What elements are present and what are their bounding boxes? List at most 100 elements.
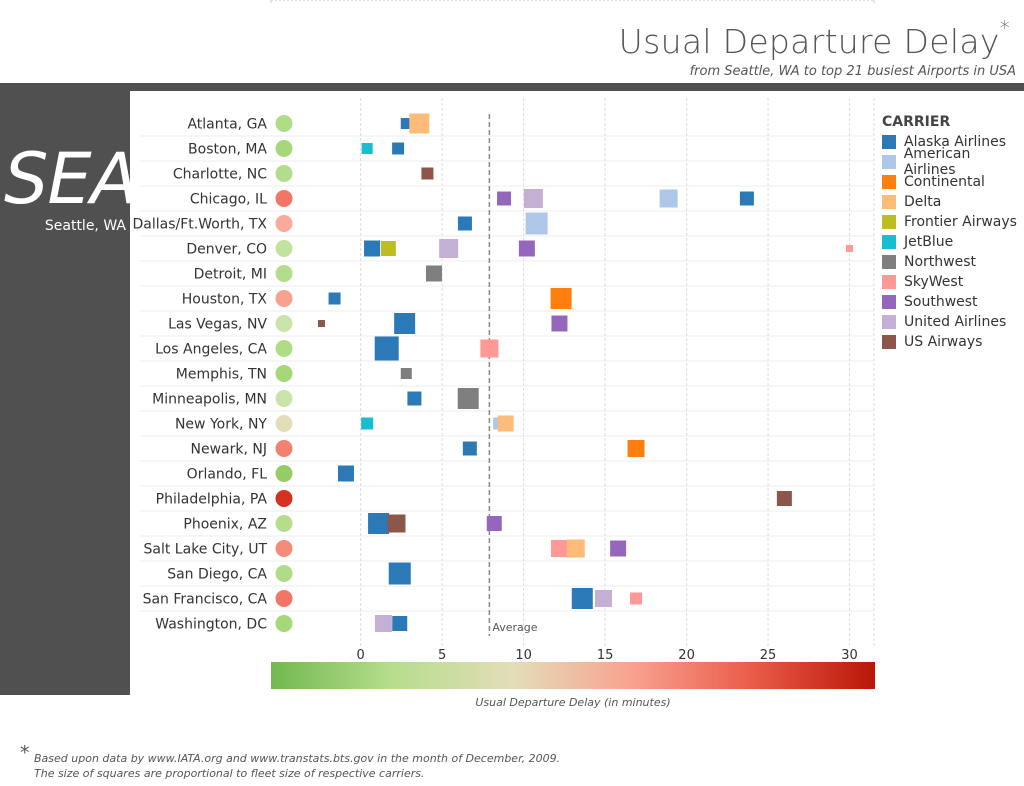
- carrier-square: [361, 417, 374, 430]
- carrier-square: [571, 588, 593, 609]
- airport-delay-indicator: [275, 140, 293, 157]
- airport-label: Houston, TX: [182, 292, 268, 308]
- carrier-square: [480, 339, 499, 358]
- airport-label: Philadelphia, PA: [156, 492, 268, 508]
- legend-item: SkyWest: [882, 272, 1024, 292]
- carrier-square: [497, 191, 512, 206]
- airport-label: Denver, CO: [186, 242, 267, 258]
- legend-item: Delta: [882, 192, 1024, 212]
- carrier-square: [407, 391, 422, 406]
- carrier-square: [328, 292, 341, 305]
- carrier-square: [486, 516, 502, 531]
- airport-delay-indicator: [275, 190, 293, 207]
- carrier-square: [457, 216, 472, 231]
- airport-delay-indicator: [275, 215, 293, 232]
- airport-label: Los Angeles, CA: [155, 342, 267, 358]
- legend-label: American Airlines: [903, 146, 971, 178]
- legend-label: Southwest: [904, 294, 978, 310]
- carrier-square: [550, 288, 572, 309]
- airport-delay-indicator: [275, 265, 293, 282]
- carrier-square: [462, 441, 477, 456]
- legend-swatch: [882, 335, 896, 349]
- legend-swatch: [882, 175, 896, 189]
- chart-subtitle: from Seattle, WA to top 21 busiest Airpo…: [689, 64, 1016, 79]
- carrier-square: [394, 313, 416, 334]
- origin-code: SEA: [4, 138, 139, 220]
- carrier-square: [525, 212, 548, 235]
- airport-label: Charlotte, NC: [173, 167, 267, 183]
- legend-swatch: [882, 235, 896, 249]
- airport-delay-indicator: [275, 315, 293, 332]
- legend-swatch: [882, 315, 896, 329]
- legend-items: Alaska Airlines American Airlines Continen…: [882, 132, 1024, 352]
- airport-delay-indicator: [275, 540, 293, 557]
- legend-label: Frontier Airways: [904, 214, 1017, 230]
- carrier-square: [337, 465, 354, 482]
- carrier-square: [627, 440, 645, 457]
- title-text: Usual Departure Delay: [618, 22, 1000, 61]
- legend-item: JetBlue: [882, 232, 1024, 252]
- legend-swatch: [882, 155, 896, 169]
- x-tick-label: 10: [515, 648, 532, 663]
- carrier-square: [392, 142, 405, 155]
- carrier-square: [421, 167, 434, 180]
- legend-item: Frontier Airways: [882, 212, 1024, 232]
- carrier-square: [387, 514, 406, 533]
- airport-label: New York, NY: [175, 417, 267, 433]
- carrier-legend: CARRIER Alaska Airlines American Airlines…: [882, 114, 1024, 352]
- airport-delay-indicator: [275, 240, 293, 257]
- x-tick-label: 25: [760, 648, 777, 663]
- carrier-square: [409, 113, 430, 134]
- average-label: Average: [492, 621, 537, 634]
- carrier-square: [659, 189, 678, 208]
- legend-swatch: [882, 195, 896, 209]
- footnote-line-2: The size of squares are proportional to …: [34, 767, 425, 780]
- x-tick-label: 5: [438, 648, 446, 663]
- carrier-square: [439, 239, 459, 258]
- carrier-square: [374, 336, 399, 361]
- origin-city: Seattle, WA: [44, 218, 126, 234]
- legend-item: American Airlines: [882, 146, 1024, 178]
- carrier-square: [380, 241, 396, 256]
- carrier-square: [610, 540, 627, 557]
- airport-delay-indicator: [275, 615, 293, 632]
- legend-item: Northwest: [882, 252, 1024, 272]
- chart-title: Usual Departure Delay*: [618, 16, 1010, 61]
- legend-swatch: [882, 255, 896, 269]
- airport-delay-indicator: [275, 515, 293, 532]
- carrier-square: [776, 491, 792, 506]
- airport-label: San Francisco, CA: [143, 592, 268, 608]
- airport-delay-indicator: [275, 590, 293, 607]
- airport-label: Memphis, TN: [176, 367, 267, 383]
- legend-item: US Airways: [882, 332, 1024, 352]
- airport-label: Chicago, IL: [190, 192, 267, 208]
- airport-delay-indicator: [275, 490, 293, 507]
- legend-label: United Airlines: [904, 314, 1007, 330]
- carrier-square: [364, 240, 381, 257]
- legend-item: Continental: [882, 172, 1024, 192]
- carrier-square: [457, 388, 479, 409]
- x-tick-label: 20: [678, 648, 695, 663]
- carrier-square: [400, 368, 412, 379]
- carrier-square: [846, 245, 854, 252]
- origin-panel: [0, 91, 130, 695]
- legend-item: United Airlines: [882, 312, 1024, 332]
- legend-label: Delta: [904, 194, 942, 210]
- legend-swatch: [882, 275, 896, 289]
- x-tick-label: 0: [356, 648, 364, 663]
- legend-swatch: [882, 215, 896, 229]
- carrier-square: [739, 191, 754, 206]
- legend-label: Continental: [904, 174, 985, 190]
- airport-delay-indicator: [275, 415, 293, 432]
- airport-label: Washington, DC: [155, 617, 267, 633]
- airport-label: San Diego, CA: [167, 567, 267, 583]
- carrier-square: [497, 415, 514, 432]
- airport-delay-indicator: [275, 165, 293, 182]
- legend-label: SkyWest: [904, 274, 964, 290]
- airport-label: Newark, NJ: [191, 442, 267, 458]
- legend-label: US Airways: [904, 334, 983, 350]
- airport-label: Boston, MA: [188, 142, 267, 158]
- x-tick-label: 15: [597, 648, 614, 663]
- airport-delay-indicator: [275, 115, 293, 132]
